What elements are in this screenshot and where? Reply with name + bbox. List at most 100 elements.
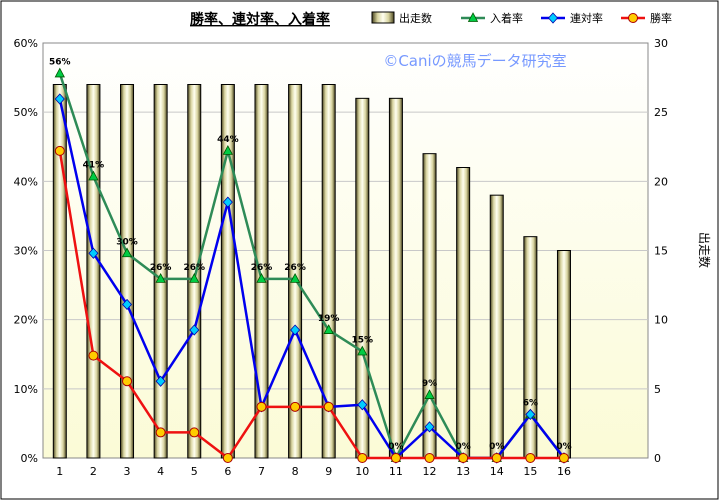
- legend-marker: [547, 12, 559, 24]
- data-point: [525, 408, 536, 421]
- right-tick-label: 0: [654, 452, 661, 465]
- data-point: [424, 389, 435, 399]
- right-tick-label: 10: [654, 314, 668, 327]
- data-point: [525, 453, 536, 463]
- bar: [489, 194, 504, 459]
- data-label: 41%: [83, 160, 105, 170]
- left-tick-label: 30%: [14, 245, 38, 258]
- data-labels: 56% 41% 30% 26% 26% 44% 26% 26% 19% 15% 0% 9% 0% 0% 6%…: [49, 57, 572, 452]
- left-tick-label: 60%: [14, 37, 38, 50]
- bar: [120, 84, 135, 459]
- data-point: [256, 401, 267, 412]
- data-point: [222, 196, 233, 208]
- bar: [422, 153, 437, 459]
- data-point: [222, 453, 233, 463]
- series-line: [58, 150, 564, 460]
- legend-marker: [628, 13, 638, 23]
- bar: [52, 84, 67, 459]
- data-label: 0%: [388, 442, 403, 452]
- line-series: [54, 67, 570, 464]
- data-label: 19%: [318, 314, 340, 324]
- x-tick-label: 15: [523, 465, 537, 478]
- x-tick-label: 9: [325, 465, 332, 478]
- gridlines: [43, 111, 648, 390]
- data-point: [155, 375, 166, 387]
- left-tick-label: 0%: [21, 452, 38, 465]
- x-tick-label: 11: [389, 465, 403, 478]
- data-point: [189, 324, 200, 336]
- x-tick-label: 10: [355, 465, 369, 478]
- legend-label: 勝率: [650, 11, 672, 25]
- data-label: 30%: [116, 237, 138, 247]
- bar: [388, 97, 403, 459]
- chart-title: 勝率、連対率、入着率: [190, 11, 330, 28]
- data-point: [121, 298, 133, 311]
- data-point: [424, 421, 435, 433]
- data-point: [88, 247, 99, 259]
- right-axis-label: 出走数: [697, 232, 712, 268]
- data-point: [290, 401, 301, 412]
- right-tick-label: 20: [654, 175, 668, 188]
- data-point: [558, 453, 569, 463]
- data-label: 15%: [352, 335, 374, 345]
- data-point: [121, 247, 133, 258]
- data-label: 0%: [556, 442, 571, 452]
- data-point: [424, 453, 435, 463]
- right-tick-label: 5: [654, 383, 661, 396]
- right-tick-label: 30: [654, 37, 668, 50]
- bar: [254, 84, 269, 459]
- data-point: [289, 273, 301, 283]
- x-tick-label: 16: [557, 465, 571, 478]
- data-point: [155, 273, 166, 283]
- data-point: [88, 350, 99, 361]
- data-point: [491, 453, 502, 463]
- data-point: [323, 401, 334, 412]
- data-point: [189, 427, 200, 438]
- legend-label: 出走数: [399, 11, 432, 25]
- x-tick-label: 5: [191, 465, 198, 478]
- left-tick-label: 40%: [14, 175, 38, 188]
- data-point: [54, 67, 65, 78]
- right-tick-label: 15: [654, 245, 668, 258]
- x-tick-label: 3: [124, 465, 131, 478]
- data-point: [189, 273, 200, 283]
- data-label: 26%: [284, 263, 306, 273]
- data-point: [458, 453, 469, 463]
- data-label: 44%: [217, 135, 239, 145]
- data-point: [54, 93, 65, 105]
- legend: 出走数 入着率 連対率 勝率: [371, 11, 672, 25]
- watermark: ©Caniの競馬データ研究室: [383, 52, 566, 70]
- data-label: 9%: [422, 379, 437, 389]
- left-tick-label: 50%: [14, 106, 38, 119]
- x-tick-label: 13: [456, 465, 470, 478]
- data-point: [290, 324, 301, 336]
- x-tick-label: 7: [258, 465, 265, 478]
- legend-marker: [467, 12, 479, 22]
- bar: [153, 84, 168, 459]
- data-label: 0%: [489, 442, 504, 452]
- bar: [187, 84, 202, 459]
- data-label: 6%: [523, 398, 538, 408]
- data-point: [357, 345, 368, 356]
- data-point: [155, 427, 166, 438]
- x-tick-label: 1: [56, 465, 63, 478]
- data-point: [88, 170, 99, 181]
- data-point: [390, 453, 401, 463]
- data-point: [256, 273, 267, 283]
- x-tick-label: 14: [490, 465, 504, 478]
- x-tick-label: 12: [423, 465, 437, 478]
- legend-swatch: [371, 11, 395, 24]
- right-tick-label: 25: [654, 106, 668, 119]
- bar: [288, 84, 303, 459]
- data-point: [357, 453, 368, 463]
- bar: [456, 167, 471, 459]
- data-point: [122, 376, 133, 387]
- data-point: [54, 145, 65, 156]
- bar: [86, 84, 101, 459]
- x-tick-label: 4: [157, 465, 164, 478]
- data-point: [323, 324, 334, 334]
